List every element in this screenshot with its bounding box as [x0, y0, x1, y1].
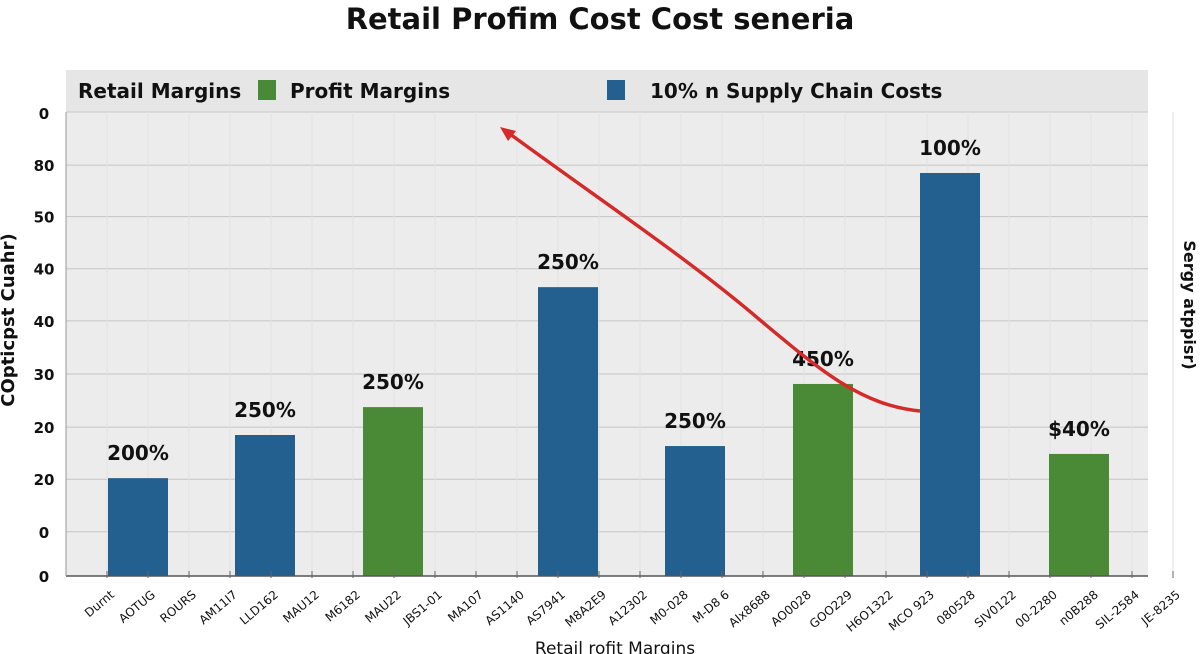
bar — [235, 434, 295, 576]
bar-data-label: 450% — [792, 347, 854, 371]
y-tick-label: 40 — [34, 313, 55, 331]
x-tick-label: M0-028 — [647, 588, 691, 628]
y-tick-label: 0 — [39, 524, 49, 542]
x-tick-label: MA107 — [445, 588, 486, 625]
bar-data-label: 250% — [537, 250, 599, 274]
y-tick-label: 20 — [34, 419, 55, 437]
legend-swatch-supply — [607, 80, 625, 100]
trend-arrow-head — [500, 127, 516, 141]
bar-data-label: 100% — [919, 136, 981, 160]
x-tick-label: M6182 — [323, 588, 363, 625]
x-tick-label: Durnt — [82, 587, 117, 620]
x-tick-label: AIx8688 — [726, 588, 773, 630]
x-tick-label: M8A2E9 — [562, 588, 609, 630]
y-tick-label: 30 — [34, 366, 55, 384]
chart-title: Retail Profim Cost Cost seneria — [345, 2, 855, 36]
x-tick-label: AOTUG — [116, 588, 158, 626]
y-tick-label: 50 — [34, 209, 55, 227]
bar — [793, 383, 853, 576]
x-tick-label: SIV0122 — [972, 588, 1019, 631]
x-tick-label: JE-8235 — [1138, 588, 1183, 629]
y-tick-label: 0 — [39, 568, 49, 586]
x-tick-label: A12302 — [605, 588, 650, 629]
legend: Retail Margins Profit Margins 10% n Supp… — [78, 79, 942, 103]
bar-data-label: 250% — [362, 370, 424, 394]
bar — [1049, 453, 1109, 576]
legend-label-supply-chain: 10% n Supply Chain Costs — [650, 79, 942, 103]
x-tick-label: AO0028 — [768, 588, 814, 630]
legend-label-retail-margins: Retail Margins — [78, 79, 241, 103]
x-tick-label: AM11I7 — [196, 588, 239, 628]
x-tick-label: SIL-2584 — [1093, 588, 1142, 632]
bar — [538, 287, 598, 576]
y-axis-title-right: Sergy atppisr) — [1180, 240, 1199, 369]
bar — [665, 446, 725, 576]
x-axis-title: Retail rofit Margins — [535, 639, 695, 654]
legend-swatch-profit — [258, 80, 276, 100]
y-tick-label: 0 — [39, 105, 49, 123]
x-tick-label: MAU12 — [280, 588, 322, 626]
y-axis-title: COpticpst Cuahr) — [0, 233, 19, 406]
y-tick-label: 80 — [34, 157, 55, 175]
plot-background — [66, 70, 1148, 576]
trend-arrow-line — [508, 132, 921, 413]
x-tick-label: MCO 923 — [886, 588, 937, 634]
y-tick-label: 40 — [34, 261, 55, 279]
bar — [920, 172, 980, 576]
x-tick-label: 080528 — [934, 588, 978, 628]
bar-data-label: $40% — [1048, 417, 1110, 441]
bar-data-label: 250% — [234, 398, 296, 422]
x-tick-label: AS1140 — [482, 588, 527, 629]
x-tick-label: AS7941 — [523, 588, 568, 629]
bar-data-label: 250% — [664, 409, 726, 433]
bar — [363, 407, 423, 576]
bar-data-label: 200% — [107, 441, 169, 465]
bar — [108, 478, 168, 576]
y-tick-label: 20 — [34, 471, 55, 489]
trend-arrow — [500, 127, 921, 413]
x-tick-label: ROURS — [157, 588, 199, 626]
x-tick-label: JBS1-01 — [400, 588, 445, 629]
x-tick-label: LLD162 — [237, 588, 281, 628]
x-tick-label: MAU22 — [362, 588, 404, 626]
legend-label-profit-margins: Profit Margins — [290, 79, 450, 103]
x-tick-label: 00-2280 — [1013, 588, 1060, 631]
